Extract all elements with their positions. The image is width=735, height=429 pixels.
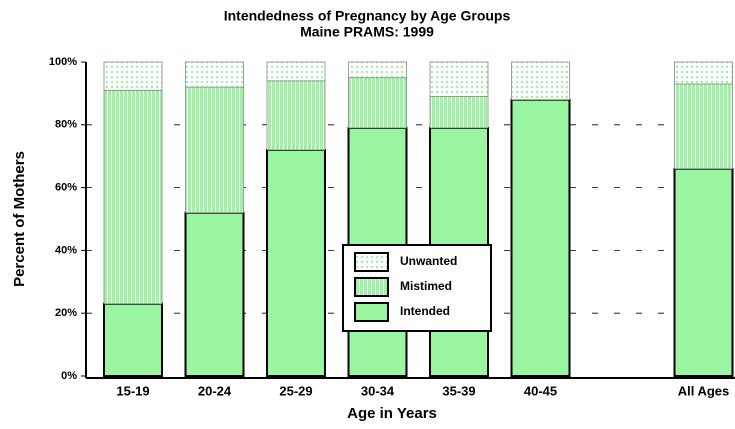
bar-segment	[266, 80, 326, 151]
bar-segment	[674, 83, 733, 170]
x-tick-label: 15-19	[116, 383, 149, 398]
bar-segment	[673, 167, 734, 377]
bar-segment	[266, 148, 326, 377]
legend-swatch	[354, 252, 389, 272]
bar-segment	[348, 77, 407, 129]
bar-segment	[429, 96, 489, 129]
legend-swatch	[354, 277, 389, 297]
y-tick-label: 0%	[61, 370, 77, 382]
legend-label: Intended	[400, 304, 450, 318]
chart-subtitle: Maine PRAMS: 1999	[300, 24, 434, 40]
bar-segment	[510, 98, 571, 378]
x-tick-label: 20-24	[198, 383, 232, 398]
bar-segment	[266, 61, 326, 82]
bar-segment	[674, 61, 733, 85]
x-tick-label: 40-45	[524, 383, 557, 398]
y-tick-label: 80%	[55, 119, 77, 131]
bar-segment	[184, 211, 245, 377]
legend-swatch	[354, 302, 389, 322]
x-tick-label: 30-34	[361, 383, 395, 398]
bar-segment	[103, 61, 163, 91]
x-tick-label: 25-29	[279, 383, 312, 398]
bar-segment	[185, 86, 244, 214]
legend-label: Mistimed	[400, 279, 452, 293]
bar-segment	[103, 302, 163, 377]
bar-segment	[511, 61, 570, 101]
legend-label: Unwanted	[400, 254, 457, 268]
x-axis-title: Age in Years	[347, 405, 437, 422]
bar-segment	[348, 61, 407, 79]
bar-segment	[429, 61, 489, 97]
x-tick-label: All Ages	[678, 383, 730, 398]
x-tick-label: 35-39	[442, 383, 475, 398]
bar-segment	[103, 89, 163, 305]
bar-segment	[185, 61, 244, 88]
y-axis-title: Percent of Mothers	[11, 151, 28, 287]
y-tick-label: 40%	[55, 244, 77, 256]
y-tick-label: 100%	[49, 56, 77, 68]
y-tick-label: 20%	[55, 307, 77, 319]
chart-title: Intendedness of Pregnancy by Age Groups	[224, 8, 511, 24]
y-tick-label: 60%	[55, 182, 77, 194]
